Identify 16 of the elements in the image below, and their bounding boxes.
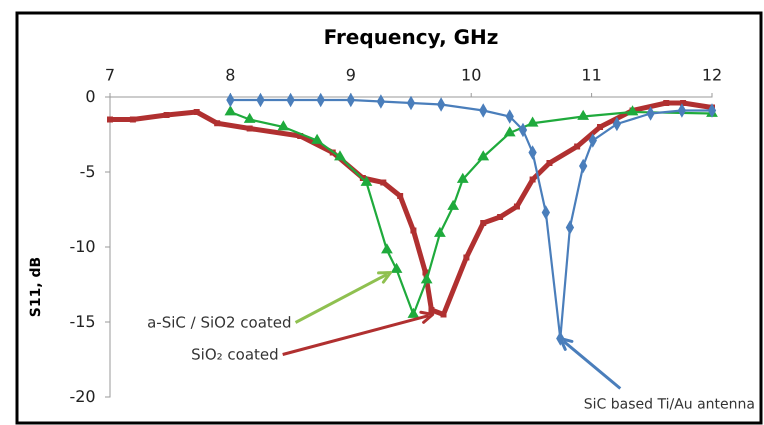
y-tick-label: -10 [69,237,96,256]
x-tick-label: 8 [225,65,236,84]
y-tick-label: -5 [80,162,96,182]
x-axis-title: Frequency, GHz [324,25,498,49]
x-tick-label: 7 [104,65,116,84]
annotation: SiC based Ti/Au antenna [584,396,755,412]
annotation: a-SiC / SiO2 coated [147,314,292,332]
x-tick-label: 10 [461,65,482,84]
y-axis-title: S11, dB [28,256,44,318]
y-tick-label: 0 [85,87,96,106]
x-tick-label: 9 [346,65,356,84]
x-tick-label: 12 [702,65,722,84]
y-tick-label: -15 [69,312,96,332]
x-tick-label: 11 [581,65,602,84]
y-tick-label: -20 [69,387,96,406]
annotation: SiO₂ coated [191,346,279,364]
